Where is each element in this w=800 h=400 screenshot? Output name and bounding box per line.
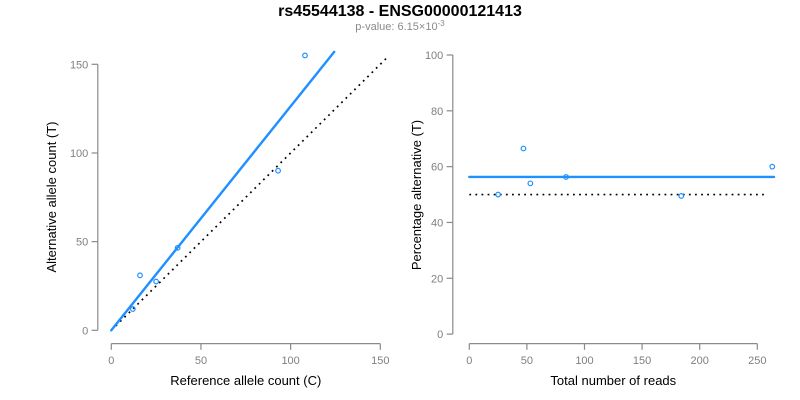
data-point — [563, 174, 569, 180]
y-tick-label: 40 — [431, 217, 443, 229]
y-tick-label: 20 — [431, 273, 443, 285]
y-tick-label: 80 — [431, 106, 443, 118]
y-tick-label: 100 — [70, 148, 88, 160]
x-tick-label: 0 — [466, 355, 472, 367]
x-tick-label: 100 — [281, 355, 299, 367]
x-tick-label: 250 — [748, 355, 766, 367]
data-point — [275, 167, 281, 174]
data-point — [153, 278, 160, 285]
identity-line — [115, 55, 389, 327]
x-tick-label: 200 — [691, 355, 709, 367]
pvalue-exponent: -3 — [437, 19, 445, 28]
x-axis-title: Total number of reads — [550, 373, 676, 388]
x-tick-label: 150 — [633, 355, 651, 367]
data-point — [520, 145, 527, 152]
data-point — [678, 193, 685, 199]
data-point — [769, 163, 776, 170]
y-tick-label: 0 — [437, 329, 443, 341]
x-tick-label: 100 — [575, 355, 593, 367]
y-tick-label: 100 — [425, 50, 443, 62]
x-tick-label: 50 — [195, 355, 207, 367]
x-tick-label: 0 — [108, 355, 114, 367]
data-point — [129, 306, 136, 312]
right-scatter-panel: 0 20 40 60 80 100 0 50 100 150 200 250 Total number … — [409, 50, 776, 388]
regression-line — [110, 50, 336, 332]
y-axis-title: Alternative allele count (T) — [44, 121, 59, 272]
chart-title: rs45544138 - ENSG00000121413 — [278, 3, 522, 20]
y-tick-label: 0 — [82, 325, 88, 337]
chart-subtitle: p-value: 6.15×10-3 — [0, 19, 800, 33]
data-point — [495, 191, 502, 198]
data-point — [527, 180, 534, 187]
left-scatter-panel: 0 50 100 150 0 50 100 150 Reference allele count… — [44, 50, 389, 388]
pvalue-text: p-value: 6.15×10 — [355, 21, 438, 33]
data-point — [137, 272, 143, 279]
x-axis-title: Reference allele count (C) — [170, 373, 321, 388]
y-tick-label: 150 — [70, 59, 88, 71]
data-point — [302, 52, 308, 59]
y-tick-label: 50 — [76, 237, 88, 249]
x-tick-label: 150 — [371, 355, 389, 367]
data-point — [174, 244, 181, 251]
x-tick-label: 50 — [521, 355, 533, 367]
y-tick-label: 60 — [431, 162, 443, 174]
y-axis-title: Percentage alternative (T) — [409, 120, 424, 270]
